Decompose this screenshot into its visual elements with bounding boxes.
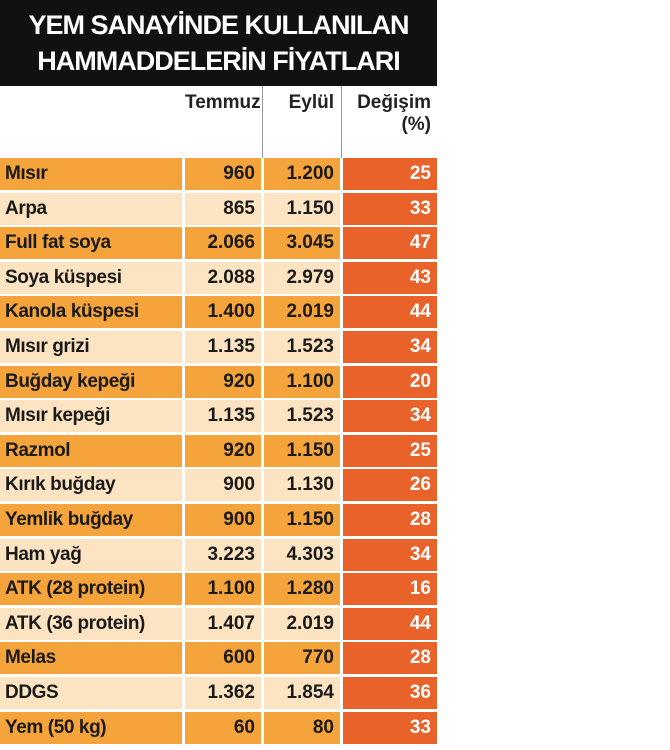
- row-eylul-value: 1.150: [264, 192, 340, 225]
- row-eylul-value: 2.019: [264, 607, 340, 640]
- row-name: ATK (28 protein): [0, 573, 182, 606]
- column-header-degisim: Değişim (%): [343, 92, 431, 136]
- row-eylul-value: 1.280: [264, 573, 340, 606]
- table-row: Razmol 920 1.150 25: [0, 434, 437, 470]
- row-name: Yem (50 kg): [0, 711, 182, 744]
- row-eylul-value: 1.100: [264, 365, 340, 398]
- row-degisim-value: 20: [343, 365, 437, 398]
- row-degisim-value: 33: [343, 711, 437, 744]
- row-temmuz-value: 1.400: [185, 296, 261, 329]
- row-temmuz-value: 60: [185, 711, 261, 744]
- row-degisim-value: 25: [343, 158, 437, 190]
- degisim-label: Değişim: [357, 92, 431, 113]
- row-degisim-value: 25: [343, 434, 437, 467]
- degisim-unit: (%): [401, 114, 431, 135]
- row-eylul-value: 4.303: [264, 538, 340, 571]
- row-name: Kırık buğday: [0, 469, 182, 502]
- row-name: Ham yağ: [0, 538, 182, 571]
- row-name: Mısır grizi: [0, 330, 182, 363]
- row-degisim-value: 47: [343, 227, 437, 260]
- row-eylul-value: 1.854: [264, 676, 340, 709]
- row-temmuz-value: 920: [185, 434, 261, 467]
- row-temmuz-value: 1.135: [185, 330, 261, 363]
- table-row: DDGS 1.362 1.854 36: [0, 676, 437, 712]
- row-name: Mısır: [0, 158, 182, 190]
- row-name: Mısır kepeği: [0, 400, 182, 433]
- row-degisim-value: 28: [343, 503, 437, 536]
- table-row: Arpa 865 1.150 33: [0, 192, 437, 228]
- table-row: Kırık buğday 900 1.130 26: [0, 469, 437, 504]
- row-temmuz-value: 920: [185, 365, 261, 398]
- table-row: Mısır grizi 1.135 1.523 34: [0, 330, 437, 366]
- row-name: ATK (36 protein): [0, 607, 182, 640]
- row-eylul-value: 2.019: [264, 296, 340, 329]
- row-temmuz-value: 1.100: [185, 573, 261, 606]
- row-eylul-value: 770: [264, 642, 340, 675]
- column-header-temmuz: Temmuz: [185, 92, 261, 113]
- row-eylul-value: 3.045: [264, 227, 340, 260]
- row-name: Kanola küspesi: [0, 296, 182, 329]
- row-degisim-value: 34: [343, 538, 437, 571]
- table-row: Full fat soya 2.066 3.045 47: [0, 227, 437, 262]
- row-degisim-value: 26: [343, 469, 437, 502]
- row-temmuz-value: 600: [185, 642, 261, 675]
- row-eylul-value: 2.979: [264, 261, 340, 294]
- row-temmuz-value: 2.088: [185, 261, 261, 294]
- table-row: Soya küspesi 2.088 2.979 43: [0, 261, 437, 297]
- header-divider: [262, 86, 263, 158]
- row-degisim-value: 44: [343, 607, 437, 640]
- table-header: Temmuz Eylül Değişim (%): [0, 86, 437, 158]
- row-name: Yemlik buğday: [0, 503, 182, 536]
- row-name: Buğday kepeği: [0, 365, 182, 398]
- row-temmuz-value: 2.066: [185, 227, 261, 260]
- row-degisim-value: 16: [343, 573, 437, 606]
- row-eylul-value: 1.523: [264, 400, 340, 433]
- table-title: YEM SANAYİNDE KULLANILAN HAMMADDELERİN F…: [0, 0, 437, 86]
- row-eylul-value: 1.150: [264, 434, 340, 467]
- row-temmuz-value: 900: [185, 469, 261, 502]
- table-row: Buğday kepeği 920 1.100 20: [0, 365, 437, 401]
- price-table-panel: YEM SANAYİNDE KULLANILAN HAMMADDELERİN F…: [0, 0, 437, 746]
- table-row: Melas 600 770 28: [0, 642, 437, 677]
- row-name: Soya küspesi: [0, 261, 182, 294]
- row-temmuz-value: 960: [185, 158, 261, 190]
- row-degisim-value: 43: [343, 261, 437, 294]
- row-name: Arpa: [0, 192, 182, 225]
- title-line-2: HAMMADDELERİN FİYATLARI: [37, 46, 401, 76]
- row-eylul-value: 80: [264, 711, 340, 744]
- row-eylul-value: 1.150: [264, 503, 340, 536]
- row-temmuz-value: 1.135: [185, 400, 261, 433]
- table-row: Ham yağ 3.223 4.303 34: [0, 538, 437, 574]
- table-row: Yem (50 kg) 60 80 33: [0, 711, 437, 747]
- row-temmuz-value: 900: [185, 503, 261, 536]
- column-header-eylul: Eylül: [288, 92, 334, 113]
- row-temmuz-value: 865: [185, 192, 261, 225]
- row-degisim-value: 28: [343, 642, 437, 675]
- table-row: Yemlik buğday 900 1.150 28: [0, 503, 437, 539]
- row-temmuz-value: 3.223: [185, 538, 261, 571]
- row-temmuz-value: 1.407: [185, 607, 261, 640]
- row-eylul-value: 1.523: [264, 330, 340, 363]
- row-name: Melas: [0, 642, 182, 675]
- row-name: Razmol: [0, 434, 182, 467]
- table-row: Mısır 960 1.200 25: [0, 158, 437, 193]
- row-eylul-value: 1.200: [264, 158, 340, 190]
- row-degisim-value: 34: [343, 330, 437, 363]
- row-degisim-value: 33: [343, 192, 437, 225]
- table-body: Mısır 960 1.200 25 Arpa 865 1.150 33 Full fat so…: [0, 158, 437, 746]
- table-row: Kanola küspesi 1.400 2.019 44: [0, 296, 437, 331]
- title-line-1: YEM SANAYİNDE KULLANILAN: [28, 10, 409, 40]
- row-degisim-value: 34: [343, 400, 437, 433]
- row-name: Full fat soya: [0, 227, 182, 260]
- row-degisim-value: 36: [343, 676, 437, 709]
- row-degisim-value: 44: [343, 296, 437, 329]
- row-temmuz-value: 1.362: [185, 676, 261, 709]
- header-divider: [341, 86, 342, 158]
- table-row: Mısır kepeği 1.135 1.523 34: [0, 400, 437, 435]
- table-row: ATK (36 protein) 1.407 2.019 44: [0, 607, 437, 643]
- row-eylul-value: 1.130: [264, 469, 340, 502]
- table-row: ATK (28 protein) 1.100 1.280 16: [0, 573, 437, 608]
- row-name: DDGS: [0, 676, 182, 709]
